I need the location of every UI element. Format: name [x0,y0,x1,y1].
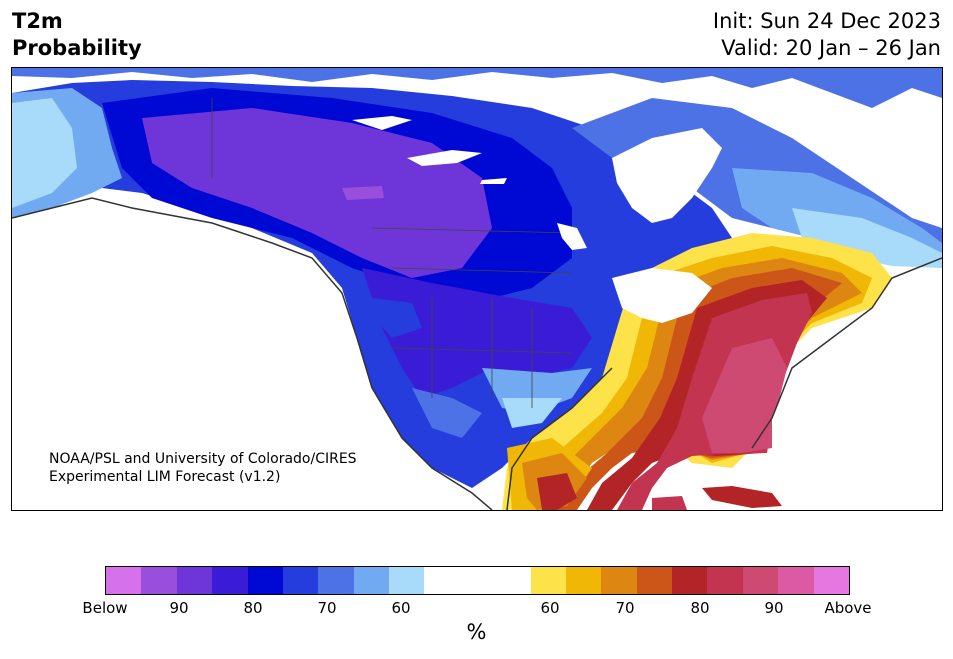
colorbar-segment-above [601,567,637,594]
colorbar-segment-below [176,567,213,594]
valid-date: Valid: 20 Jan – 26 Jan [721,36,941,60]
colorbar-segment-below [353,567,389,594]
colorbar-segment-above [778,567,814,594]
colorbar-segment-neutral [424,567,531,594]
tick-label: 80 [243,599,263,617]
colorbar-segment-above [672,567,708,594]
colorbar-segment-below [141,567,177,594]
tick-label: Above [824,599,872,617]
tick-label: 70 [317,599,337,617]
colorbar-segment-below [389,567,425,594]
init-date: Init: Sun 24 Dec 2023 [712,9,941,33]
colorbar-segment-below [318,567,354,594]
colorbar-segment-below [247,567,283,594]
colorbar-segment-above [707,567,743,594]
tick-label: 70 [615,599,635,617]
map-title: T2m Probability [12,8,142,62]
forecast-credit: NOAA/PSL and University of Colorado/CIRE… [49,450,357,486]
colorbar-segment-above [813,567,849,594]
title-line-1: T2m [12,9,63,33]
tick-label: Below [82,599,128,617]
forecast-map: NOAA/PSL and University of Colorado/CIRE… [11,67,943,511]
probability-colorbar [105,566,850,595]
credit-line-1: NOAA/PSL and University of Colorado/CIRE… [49,451,357,467]
probability-map [12,68,942,510]
tick-label: 60 [391,599,411,617]
tick-label: 80 [690,599,710,617]
colorbar-segment-above [530,567,566,594]
colorbar-ticks: Below 90 80 70 60 60 70 80 90 Above [0,599,953,619]
colorbar-segment-below [282,567,319,594]
colorbar-units: % [466,620,487,644]
forecast-dates: Init: Sun 24 Dec 2023 Valid: 20 Jan – 26… [713,8,941,62]
colorbar-segment-above [636,567,673,594]
colorbar-segment-below [212,567,248,594]
tick-label: 90 [764,599,784,617]
colorbar-segment-below [106,567,142,594]
credit-line-2: Experimental LIM Forecast (v1.2) [49,469,281,485]
colorbar-segment-above [742,567,779,594]
tick-label: 60 [540,599,560,617]
title-line-2: Probability [12,36,142,60]
colorbar-segment-above [565,567,602,594]
tick-label: 90 [169,599,189,617]
